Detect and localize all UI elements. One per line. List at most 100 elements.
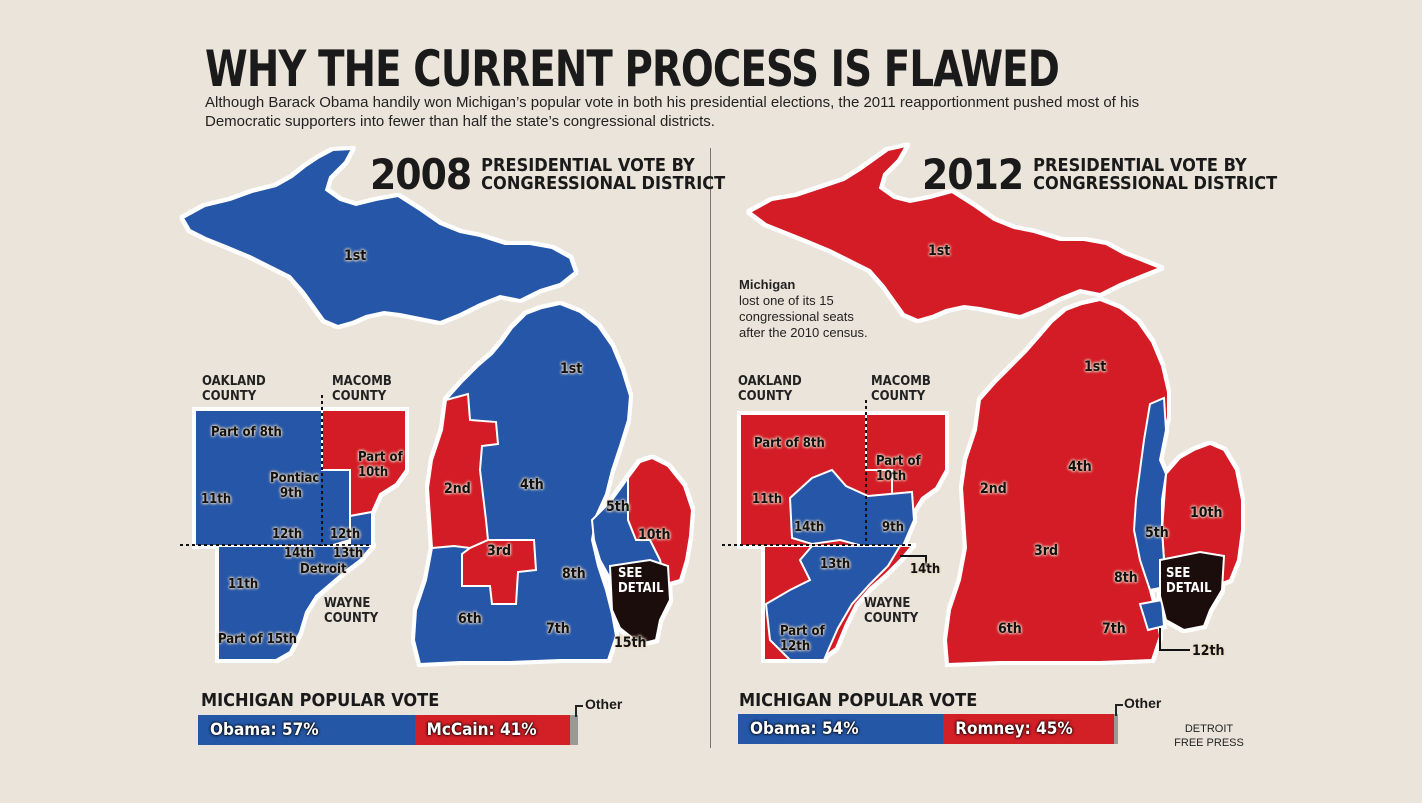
- inset-label-2008-14th: 14th: [284, 546, 315, 561]
- inset-label-2012-part-of-10th: Part of 10th: [876, 454, 921, 484]
- district-label-2012-up-1st: 1st: [928, 243, 951, 259]
- popular-vote-2008-bar: Obama: 57% McCain: 41%: [198, 715, 578, 745]
- inset-label-2008-detroit: Detroit: [300, 562, 347, 577]
- panel-2008-subheading: PRESIDENTIAL VOTE BY CONGRESSIONAL DISTR…: [481, 154, 726, 194]
- inset-label-2008-12th-b: 12th: [330, 527, 361, 542]
- county-label-2008-wayne: WAYNE COUNTY: [324, 596, 379, 626]
- district-label-2008-lp-1st: 1st: [560, 361, 583, 377]
- panel-2012-subheading-line1: PRESIDENTIAL VOTE BY: [1033, 154, 1247, 176]
- district-2012-up-1st: [748, 144, 1163, 322]
- inset-2012-14th: [788, 468, 916, 549]
- inset-label-2008-part-of-8th: Part of 8th: [211, 425, 282, 440]
- inset-2008-wayne: [217, 545, 375, 661]
- district-label-2008-2nd: 2nd: [444, 481, 471, 497]
- popular-vote-2012-dem: Obama: 54%: [738, 714, 944, 744]
- district-label-2008-4th: 4th: [520, 477, 544, 493]
- popular-vote-2008-other-label: Other: [585, 696, 623, 712]
- inset-label-2008-11th-a: 11th: [201, 492, 232, 507]
- district-label-2012-6th: 6th: [998, 621, 1022, 637]
- inset-label-2012-14th-outer: 14th: [910, 562, 941, 577]
- popular-vote-2008-heading: MICHIGAN POPULAR VOTE: [201, 690, 440, 711]
- district-label-2008-7th: 7th: [546, 621, 570, 637]
- popular-vote-2012-rep-label: Romney: 45%: [955, 719, 1073, 739]
- panel-2008-subheading-line1: PRESIDENTIAL VOTE BY: [481, 154, 695, 176]
- popular-vote-2008-other-tick: [575, 705, 583, 717]
- panel-2008-year: 2008: [370, 150, 472, 199]
- credit: DETROIT FREE PRESS: [1174, 723, 1244, 749]
- panel-divider: [710, 148, 711, 748]
- district-label-2012-12th: 12th: [1192, 643, 1225, 659]
- inset-label-2008-part-of-10th: Part of 10th: [358, 450, 403, 480]
- page-subtitle: Although Barack Obama handily won Michig…: [205, 94, 1140, 130]
- district-2008-10th: [627, 456, 694, 586]
- inset-2008-macomb: [321, 409, 407, 518]
- district-label-2012-10th: 10th: [1190, 505, 1223, 521]
- district-label-2008-10th: 10th: [638, 527, 671, 543]
- district-label-2008-6th: 6th: [458, 611, 482, 627]
- inset-label-2012-part-of-12th: Part of 12th: [780, 624, 825, 654]
- county-label-2012-wayne: WAYNE COUNTY: [864, 596, 919, 626]
- leader-2012-14th: [900, 555, 927, 566]
- district-label-2012-8th: 8th: [1114, 570, 1138, 586]
- map-2012: [739, 144, 1243, 666]
- page-title: WHY THE CURRENT PROCESS IS FLAWED: [205, 40, 1060, 98]
- map-2008: [181, 147, 694, 666]
- inset-label-2012-14th: 14th: [794, 520, 825, 535]
- popular-vote-2012-dem-label: Obama: 54%: [750, 719, 859, 739]
- district-label-2008-3rd: 3rd: [487, 543, 511, 559]
- district-2008-up-1st: [181, 147, 577, 328]
- inset-2012-macomb: [865, 413, 947, 515]
- district-label-2012-3rd: 3rd: [1034, 543, 1058, 559]
- inset-label-2012-11th: 11th: [752, 492, 783, 507]
- district-label-2012-5th: 5th: [1145, 525, 1169, 541]
- panel-2012-note: Michigan lost one of its 15 congressiona…: [739, 277, 879, 341]
- county-label-2012-oakland: OAKLAND COUNTY: [738, 374, 802, 404]
- inset-label-2008-13th: 13th: [333, 546, 364, 561]
- inset-2012-13th: [764, 545, 902, 661]
- panel-2008-heading: 2008 PRESIDENTIAL VOTE BY CONGRESSIONAL …: [370, 150, 725, 199]
- district-label-2012-4th: 4th: [1068, 459, 1092, 475]
- panel-2012-note-text: lost one of its 15 congressional seats a…: [739, 293, 868, 340]
- district-label-2008-up-1st: 1st: [344, 248, 367, 264]
- county-label-2008-macomb: MACOMB COUNTY: [332, 374, 392, 404]
- popular-vote-2012-other: [1114, 714, 1118, 744]
- inset-label-2012-9th: 9th: [882, 520, 905, 535]
- inset-label-2008-12th-a: 12th: [272, 527, 303, 542]
- district-2012-12th-blue: [1138, 598, 1166, 632]
- district-2008-3rd: [461, 539, 538, 605]
- county-label-2008-oakland: OAKLAND COUNTY: [202, 374, 266, 404]
- popular-vote-2008-rep-label: McCain: 41%: [426, 720, 537, 740]
- panel-2012-subheading: PRESIDENTIAL VOTE BY CONGRESSIONAL DISTR…: [1033, 154, 1277, 193]
- inset-label-2008-pontiac: Pontiac: [270, 471, 320, 486]
- popular-vote-2008-rep: McCain: 41%: [414, 715, 571, 745]
- see-detail-2008: SEE DETAIL: [618, 566, 664, 596]
- inset-label-2008-part-of-15th: Part of 15th: [218, 632, 297, 647]
- panel-2012-note-bold: Michigan: [739, 277, 796, 292]
- popular-vote-2008-dem: Obama: 57%: [198, 715, 415, 745]
- inset-label-2008-9th: 9th: [280, 486, 303, 501]
- popular-vote-2012-other-label: Other: [1124, 695, 1162, 711]
- panel-2012-heading: 2012 PRESIDENTIAL VOTE BY CONGRESSIONAL …: [922, 150, 1277, 199]
- district-label-2008-15th: 15th: [614, 635, 647, 651]
- district-label-2012-2nd: 2nd: [980, 481, 1007, 497]
- district-label-2008-8th: 8th: [562, 566, 586, 582]
- popular-vote-2012-bar: Obama: 54% Romney: 45%: [738, 714, 1118, 744]
- inset-label-2008-11th-b: 11th: [228, 577, 259, 592]
- see-detail-2012: SEE DETAIL: [1166, 566, 1212, 596]
- popular-vote-2008-dem-label: Obama: 57%: [210, 720, 319, 740]
- popular-vote-2008-other: [570, 715, 578, 745]
- leader-2012-12th: [1159, 628, 1190, 651]
- district-label-2008-5th: 5th: [606, 499, 630, 515]
- popular-vote-2012-rep: Romney: 45%: [943, 714, 1115, 744]
- detail-2012: [1159, 550, 1226, 632]
- district-label-2012-7th: 7th: [1102, 621, 1126, 637]
- inset-label-2012-13th: 13th: [820, 557, 851, 572]
- inset-label-2012-part-of-8th: Part of 8th: [754, 436, 825, 451]
- popular-vote-2012-other-tick: [1115, 704, 1123, 716]
- panel-2012-year: 2012: [922, 150, 1024, 199]
- popular-vote-2012-heading: MICHIGAN POPULAR VOTE: [739, 690, 978, 711]
- detail-2008: [608, 558, 672, 646]
- panel-2008-subheading-line2: CONGRESSIONAL DISTRICT: [481, 172, 726, 194]
- county-label-2012-macomb: MACOMB COUNTY: [871, 374, 931, 404]
